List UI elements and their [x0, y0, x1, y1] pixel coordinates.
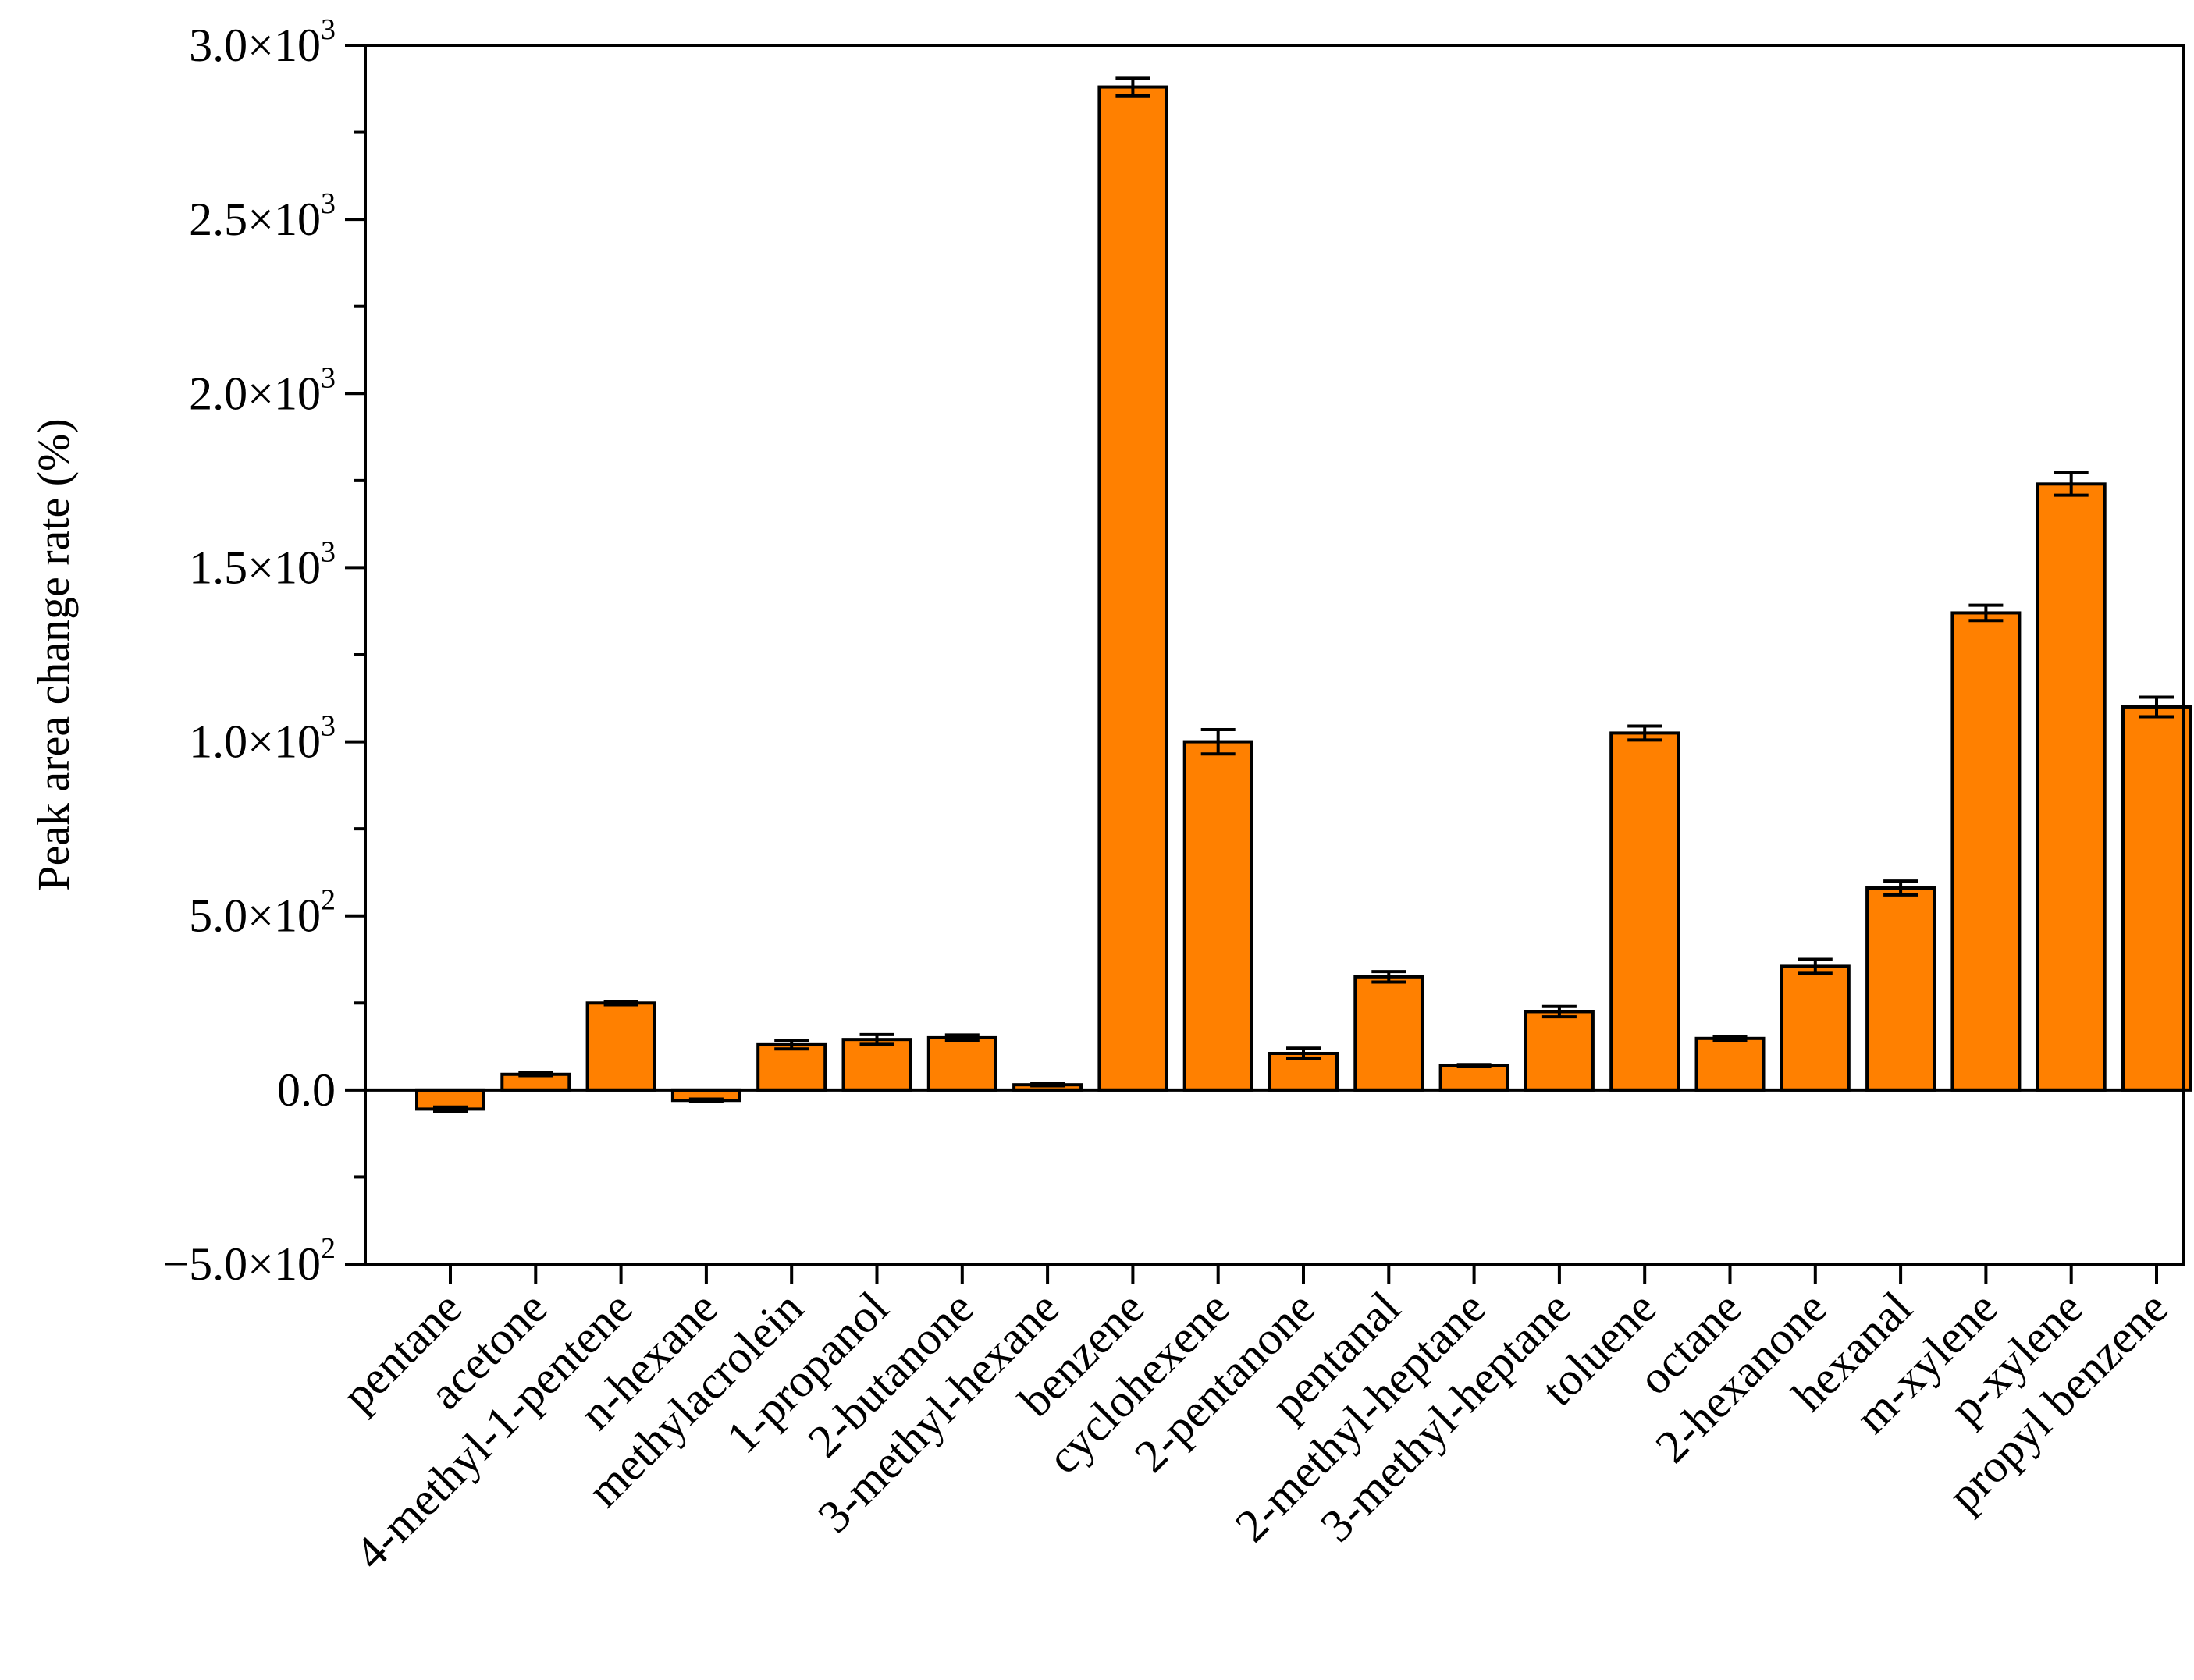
y-tick-label: 1.5×103 [189, 535, 336, 593]
error-bar [1286, 1046, 1321, 1060]
error-bar [1968, 603, 2004, 623]
error-bar [2139, 695, 2174, 719]
bar-propyl-benzene [2121, 705, 2192, 1092]
error-bar [859, 1032, 894, 1046]
bar-m-xylene [1950, 611, 2022, 1092]
bar-1-propanol [841, 1038, 912, 1092]
error-bar [1627, 724, 1662, 742]
y-axis-title: Peak area change rate (%) [28, 418, 79, 890]
y-tick-label: −5.0×102 [162, 1232, 336, 1290]
bar-octane [1694, 1036, 1766, 1092]
bar-toluene [1609, 731, 1680, 1092]
y-tick-label: 3.0×103 [189, 13, 336, 71]
error-bar [1200, 727, 1236, 756]
error-bar [603, 1000, 638, 1007]
error-bar [1798, 957, 1833, 975]
error-bar [2054, 471, 2089, 497]
bar-3-methyl-heptane [1524, 1010, 1595, 1092]
bar-pentanal [1353, 975, 1424, 1092]
bar-p-xylene [2036, 482, 2107, 1092]
bar-4-methyl-1-pentene [585, 1001, 656, 1092]
bars-group [415, 85, 2192, 1111]
error-bar [1883, 879, 1918, 897]
bar-hexanal [1865, 886, 1936, 1092]
bar-methylacrolein [756, 1042, 827, 1092]
y-tick-label: 0.0 [277, 1064, 336, 1116]
error-bar [688, 1097, 724, 1104]
error-bar [433, 1105, 468, 1113]
error-bar [1371, 970, 1406, 984]
bar-2-methyl-heptane [1438, 1064, 1509, 1092]
bar-benzene [1097, 85, 1168, 1092]
error-bar [1712, 1035, 1748, 1042]
error-bar [944, 1033, 980, 1042]
error-bar [774, 1039, 809, 1051]
bar-2-hexanone [1780, 964, 1851, 1092]
y-axis-ticks: −5.0×102 0.0 5.0×102 1.0×103 1.5×103 2.0×103 2… [162, 13, 365, 1290]
error-bar [1115, 76, 1150, 98]
bar-cyclohexene [1182, 740, 1253, 1092]
error-bar [1541, 1004, 1577, 1019]
error-bars-group [433, 76, 2174, 1113]
y-tick-label: 2.5×103 [189, 187, 336, 245]
y-tick-label: 5.0×102 [189, 884, 336, 942]
bar-2-butanone [926, 1035, 997, 1092]
y-tick-label: 2.0×103 [189, 361, 336, 419]
error-bar [1030, 1082, 1065, 1088]
error-bar [1456, 1063, 1492, 1068]
error-bar [518, 1071, 553, 1078]
y-tick-label: 1.0×103 [189, 710, 336, 768]
x-axis-ticks: pentaneacetone4-methyl-1-pentenen-hexane… [332, 1264, 2178, 1579]
